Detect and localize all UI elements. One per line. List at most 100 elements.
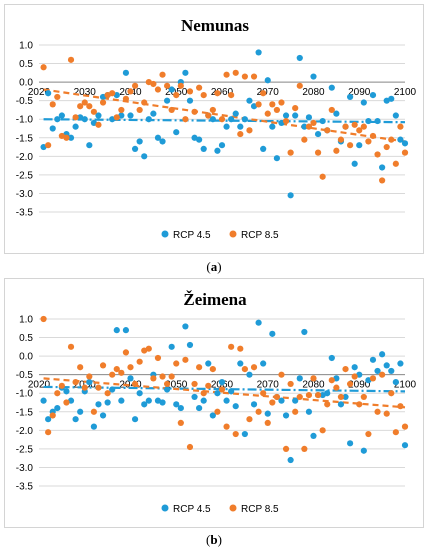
point-rcp-8-5 — [351, 121, 358, 128]
point-rcp-8-5 — [397, 123, 404, 130]
point-rcp-8-5 — [173, 92, 180, 99]
point-rcp-8-5 — [141, 99, 148, 106]
point-rcp-8-5 — [49, 101, 56, 108]
point-rcp-4-5 — [369, 92, 377, 99]
point-rcp-4-5 — [333, 110, 340, 117]
point-rcp-8-5 — [214, 408, 221, 415]
legend-label: RCP 4.5 — [173, 504, 211, 515]
point-rcp-8-5 — [369, 132, 377, 140]
x-tick-label: 2060 — [211, 87, 234, 98]
point-rcp-4-5 — [191, 393, 198, 401]
point-rcp-4-5 — [255, 49, 262, 56]
point-rcp-4-5 — [292, 397, 299, 404]
point-rcp-8-5 — [287, 149, 294, 156]
point-rcp-4-5 — [186, 97, 194, 104]
point-rcp-8-5 — [164, 82, 171, 89]
point-rcp-4-5 — [237, 360, 244, 367]
point-rcp-4-5 — [388, 367, 395, 375]
point-rcp-8-5 — [333, 147, 340, 154]
point-rcp-8-5 — [54, 390, 61, 397]
point-rcp-8-5 — [314, 391, 322, 399]
point-rcp-8-5 — [365, 138, 372, 145]
point-rcp-8-5 — [95, 384, 102, 391]
point-rcp-8-5 — [397, 403, 404, 410]
point-rcp-8-5 — [237, 130, 244, 138]
point-rcp-8-5 — [205, 112, 212, 119]
point-rcp-4-5 — [351, 160, 358, 167]
point-rcp-8-5 — [264, 419, 271, 427]
point-rcp-4-5 — [54, 404, 61, 412]
point-rcp-4-5 — [95, 401, 102, 408]
point-rcp-8-5 — [383, 410, 390, 417]
point-rcp-8-5 — [282, 445, 290, 452]
point-rcp-8-5 — [81, 384, 88, 391]
point-rcp-8-5 — [118, 369, 125, 376]
point-rcp-4-5 — [127, 375, 134, 382]
y-tick-label: -3.5 — [16, 208, 34, 219]
point-rcp-4-5 — [250, 401, 258, 408]
point-rcp-8-5 — [296, 82, 303, 89]
point-rcp-8-5 — [388, 390, 395, 397]
point-rcp-4-5 — [145, 397, 152, 404]
point-rcp-8-5 — [131, 380, 139, 388]
point-rcp-8-5 — [127, 88, 134, 95]
point-rcp-8-5 — [273, 393, 280, 401]
point-rcp-4-5 — [173, 401, 180, 408]
point-rcp-8-5 — [131, 82, 139, 89]
point-rcp-8-5 — [264, 110, 271, 117]
point-rcp-4-5 — [328, 84, 335, 91]
point-rcp-8-5 — [232, 430, 239, 438]
point-rcp-4-5 — [113, 327, 120, 334]
point-rcp-8-5 — [86, 373, 93, 380]
point-rcp-8-5 — [196, 84, 203, 91]
point-rcp-8-5 — [205, 382, 212, 389]
point-rcp-8-5 — [260, 90, 267, 97]
point-rcp-8-5 — [255, 101, 262, 108]
y-tick-label: 0.5 — [19, 59, 33, 70]
point-rcp-8-5 — [182, 356, 189, 363]
point-rcp-4-5 — [305, 408, 313, 415]
point-rcp-4-5 — [209, 412, 216, 419]
point-rcp-4-5 — [282, 412, 290, 419]
chart-title: Žeimena — [183, 290, 247, 309]
point-rcp-8-5 — [342, 123, 349, 130]
point-rcp-8-5 — [250, 364, 258, 371]
point-rcp-8-5 — [81, 99, 88, 106]
x-tick-label: 2090 — [348, 380, 371, 391]
point-rcp-8-5 — [200, 92, 207, 99]
point-rcp-4-5 — [392, 112, 399, 119]
point-rcp-8-5 — [228, 92, 235, 99]
x-tick-label: 2090 — [348, 87, 371, 98]
point-rcp-4-5 — [182, 323, 189, 330]
point-rcp-8-5 — [342, 366, 349, 373]
point-rcp-4-5 — [173, 129, 180, 136]
point-rcp-4-5 — [342, 393, 349, 401]
point-rcp-8-5 — [113, 114, 120, 121]
point-rcp-4-5 — [324, 390, 331, 397]
point-rcp-8-5 — [328, 377, 335, 384]
point-rcp-8-5 — [186, 443, 194, 451]
y-tick-label: -1.0 — [16, 389, 34, 400]
y-tick-label: -1.0 — [16, 115, 34, 126]
point-rcp-4-5 — [278, 397, 285, 404]
y-tick-label: 0.0 — [19, 78, 33, 89]
point-rcp-8-5 — [305, 391, 313, 399]
point-rcp-8-5 — [360, 123, 367, 130]
point-rcp-4-5 — [67, 134, 75, 141]
point-rcp-8-5 — [337, 393, 345, 401]
point-rcp-8-5 — [292, 104, 299, 112]
point-rcp-4-5 — [218, 142, 226, 149]
point-rcp-8-5 — [347, 380, 354, 388]
chart-title: Nemunas — [181, 16, 249, 35]
point-rcp-4-5 — [45, 90, 52, 97]
point-rcp-4-5 — [81, 116, 88, 123]
point-rcp-4-5 — [401, 442, 409, 449]
point-rcp-8-5 — [379, 371, 386, 378]
point-rcp-8-5 — [186, 88, 194, 95]
point-rcp-4-5 — [223, 397, 230, 404]
point-rcp-4-5 — [305, 114, 313, 121]
point-rcp-4-5 — [296, 375, 303, 382]
point-rcp-8-5 — [136, 106, 143, 114]
point-rcp-4-5 — [232, 110, 239, 117]
point-rcp-8-5 — [269, 399, 276, 406]
